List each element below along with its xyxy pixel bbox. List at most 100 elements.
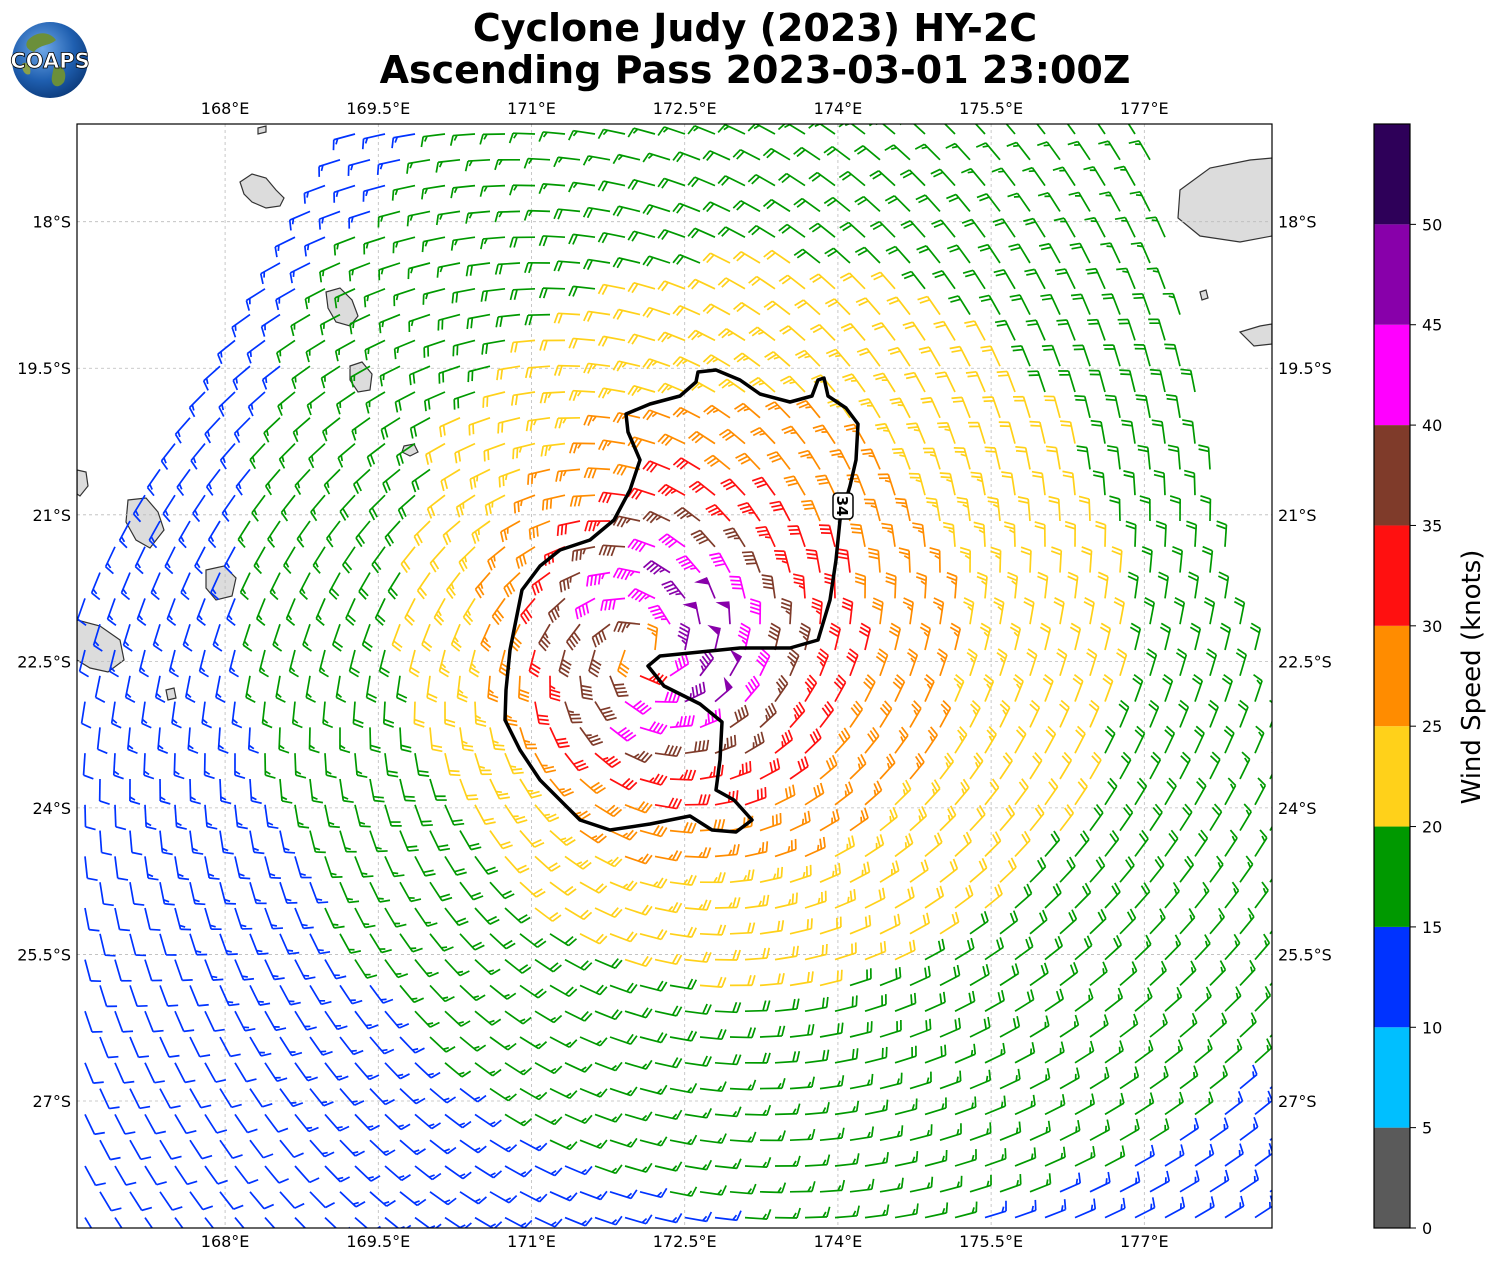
wind-barb	[524, 365, 551, 379]
wind-barb	[864, 994, 887, 1013]
wind-barb	[291, 701, 303, 729]
wind-barb	[289, 262, 311, 284]
wind-barb	[564, 855, 592, 870]
wind-barb	[598, 544, 626, 557]
wind-barb	[672, 406, 701, 419]
wind-barb	[104, 546, 116, 575]
wind-barb	[871, 597, 884, 625]
wind-barb	[612, 153, 641, 165]
wind-barb	[654, 902, 683, 914]
island	[77, 469, 89, 497]
wind-barb	[902, 597, 914, 625]
wind-barb	[1089, 1119, 1111, 1141]
wind-barb	[836, 548, 851, 573]
wind-barb	[494, 158, 521, 171]
wind-barb	[399, 1036, 425, 1054]
wind-barb	[984, 937, 1005, 961]
wind-barb	[1123, 470, 1136, 496]
wind-barb	[1149, 1118, 1170, 1141]
wind-barb	[519, 1087, 548, 1101]
wind-barb	[949, 345, 971, 367]
wind-barb	[639, 877, 668, 889]
wind-barb	[571, 545, 596, 562]
wind-barb	[202, 365, 221, 391]
colorbar-tick-label: 50	[1422, 215, 1442, 234]
wind-barb	[729, 575, 746, 599]
wind-barb	[999, 1016, 1021, 1038]
wind-barb	[1088, 699, 1100, 728]
wind-barb	[1058, 699, 1070, 728]
wind-barb	[864, 1099, 889, 1116]
wind-barb	[489, 984, 517, 1000]
wind-barb	[1239, 1064, 1258, 1090]
wind-barb	[1074, 1093, 1096, 1116]
wind-barb	[162, 494, 176, 523]
wind-barb	[984, 1200, 1007, 1219]
wind-barb	[684, 1055, 712, 1067]
wind-barb	[1137, 444, 1151, 470]
wind-barb	[1141, 546, 1153, 573]
wind-barb	[1159, 622, 1172, 651]
wind-barb	[528, 520, 551, 540]
wind-barb	[864, 834, 885, 858]
wind-barb	[987, 496, 1001, 522]
wind-barb	[627, 588, 656, 603]
wind-barb	[690, 529, 716, 548]
lon-tick-top: 174°E	[814, 99, 863, 118]
wind-barb	[720, 478, 746, 496]
wind-barb	[231, 701, 243, 729]
wind-barb	[99, 1088, 120, 1110]
wind-barb	[970, 471, 986, 496]
wind-barb	[1134, 777, 1148, 806]
wind-barb	[474, 855, 499, 875]
wind-barb	[894, 1045, 917, 1064]
wind-barb	[504, 1216, 533, 1228]
wind-barb	[568, 233, 596, 245]
wind-barb	[924, 1044, 947, 1064]
wind-barb	[354, 907, 376, 929]
wind-barb	[975, 142, 1001, 161]
wind-barb	[92, 623, 103, 652]
wind-barb	[750, 426, 776, 445]
wind-barb	[129, 882, 145, 906]
wind-barb	[144, 1113, 166, 1135]
wind-barb	[879, 1125, 904, 1142]
wind-barb	[932, 597, 945, 625]
wind-barb	[1254, 881, 1269, 909]
wind-barb	[129, 1088, 151, 1110]
wind-barb	[112, 753, 124, 780]
wind-barb	[1104, 935, 1123, 961]
wind-barb	[459, 984, 486, 1002]
wind-barb	[479, 184, 506, 197]
wind-barb	[534, 752, 557, 774]
wind-barb	[299, 572, 311, 601]
wind-barb	[324, 1010, 348, 1031]
wind-barb	[1209, 1064, 1229, 1090]
wind-barb	[348, 210, 371, 229]
wind-barb	[902, 321, 926, 341]
wind-barb	[735, 452, 761, 470]
wind-barb	[1029, 1173, 1052, 1193]
wind-barb	[992, 218, 1016, 238]
wind-barb	[1109, 495, 1121, 522]
wind-barb	[1029, 857, 1047, 883]
wind-barb	[180, 572, 191, 601]
wind-barb	[657, 126, 686, 137]
wind-barb	[774, 729, 794, 754]
wind-barb	[906, 648, 919, 677]
wind-barb	[204, 1010, 225, 1032]
wind-barb	[849, 1021, 873, 1038]
wind-barb	[279, 830, 296, 854]
wind-barb	[808, 171, 836, 187]
wind-barb	[274, 236, 296, 258]
wind-barb	[275, 675, 286, 703]
wind-barb	[564, 1062, 593, 1073]
chart-title-line-2: Ascending Pass 2023-03-01 23:00Z	[379, 48, 1131, 92]
wind-barb	[624, 801, 653, 814]
colorbar-tick-label: 10	[1422, 1018, 1442, 1037]
wind-barb	[489, 1139, 518, 1153]
wind-barb	[996, 370, 1016, 393]
wind-barb	[223, 546, 236, 575]
wind-barb	[264, 959, 285, 981]
wind-barb	[421, 623, 433, 652]
